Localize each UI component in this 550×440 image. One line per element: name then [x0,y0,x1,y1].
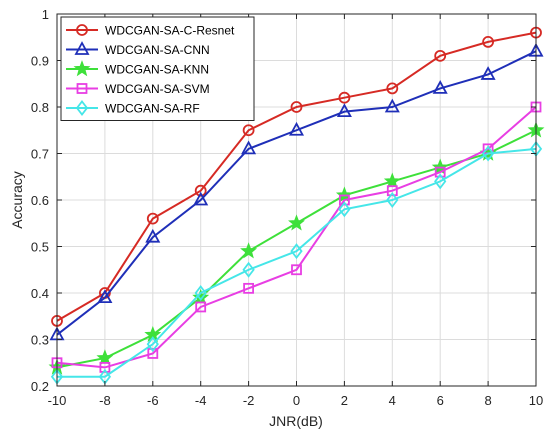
data-point-diamond [338,201,351,218]
x-tick-label: 0 [293,393,300,408]
y-axis-title: Accuracy [9,171,25,229]
y-tick-label: 0.3 [31,333,49,348]
x-axis-ticks: -10 -8 -6 -4 -2 0 2 4 6 8 10 [48,14,543,408]
data-point-circle [146,212,159,225]
legend-label: WDCGAN-SA-SVM [105,82,210,96]
x-tick-label: -10 [48,393,67,408]
data-point-triangle [384,98,400,113]
legend-item: WDCGAN-SA-KNN [66,60,209,77]
x-tick-label: 8 [484,393,491,408]
data-point-square [291,264,302,276]
data-point-circle [290,101,303,113]
x-tick-label: 4 [389,393,396,408]
y-tick-label: 1 [42,7,49,22]
legend-marker-circle [76,24,88,36]
legend-item: WDCGAN-SA-CNN [66,41,210,57]
data-point-square [147,348,159,359]
x-tick-label: 2 [341,393,348,408]
y-axis-ticks: 0.2 0.3 0.4 0.5 0.6 0.7 0.8 0.9 1 [31,7,536,394]
data-point-diamond [481,145,495,162]
legend-marker-diamond [75,100,89,116]
x-axis-title: JNR(dB) [269,413,323,429]
data-point-square [338,194,350,206]
y-tick-label: 0.6 [31,193,49,208]
data-point-star [96,349,114,366]
data-point-triangle [336,103,352,118]
x-tick-label: 10 [529,393,543,408]
data-point-triangle [193,191,209,206]
series-2 [49,42,544,341]
x-tick-label: -4 [195,393,207,408]
data-point-circle [386,82,399,95]
data-point-triangle [241,140,257,155]
data-point-circle [434,49,447,62]
data-point-star [288,214,305,231]
data-point-diamond [434,173,447,190]
legend-marker-triangle [74,41,90,55]
legend-label: WDCGAN-SA-KNN [105,63,209,77]
data-point-diamond [146,336,159,353]
x-tick-label: -2 [243,393,255,408]
x-tick-label: -6 [147,393,159,408]
data-point-circle [338,91,351,104]
legend: WDCGAN-SA-C-Resnet WDCGAN-SA-CNN WDCGAN-SA… [60,16,255,121]
series-line [57,147,537,378]
data-point-star [240,242,258,259]
y-tick-label: 0.7 [31,147,49,162]
data-point-circle [242,124,255,137]
y-tick-label: 0.8 [31,100,49,115]
data-point-diamond [194,285,207,301]
legend-label: WDCGAN-SA-C-Resnet [105,24,235,38]
data-point-circle [194,184,207,197]
series-line [56,106,537,369]
legend-label: WDCGAN-SA-RF [105,102,200,116]
data-point-triangle [97,289,113,304]
series-1 [51,26,542,327]
data-point-triangle [288,121,305,136]
series-line [56,50,537,336]
legend-item: WDCGAN-SA-SVM [66,82,210,96]
data-point-diamond [242,261,255,278]
data-point-square [99,361,111,373]
data-point-triangle [432,80,448,94]
y-tick-label: 0.9 [31,54,49,69]
data-point-square [243,282,255,294]
data-point-triangle [145,228,161,243]
data-point-square [434,166,446,178]
data-point-square [386,185,398,197]
data-point-square [195,301,207,313]
data-point-diamond [290,243,303,260]
data-point-diamond [386,192,399,208]
y-tick-label: 0.5 [31,240,49,255]
series-line [56,31,537,322]
y-tick-label: 0.4 [31,286,49,301]
legend-marker-square [76,83,88,94]
legend-label: WDCGAN-SA-CNN [105,43,210,57]
legend-item: WDCGAN-SA-RF [66,100,200,116]
data-point-triangle [480,66,496,80]
data-point-star [383,172,401,189]
data-point-circle [482,36,495,48]
legend-item: WDCGAN-SA-C-Resnet [66,24,235,38]
y-tick-label: 0.2 [31,379,49,394]
x-tick-label: 6 [437,393,444,408]
x-tick-label: -8 [99,393,111,408]
legend-marker-star [73,60,91,77]
